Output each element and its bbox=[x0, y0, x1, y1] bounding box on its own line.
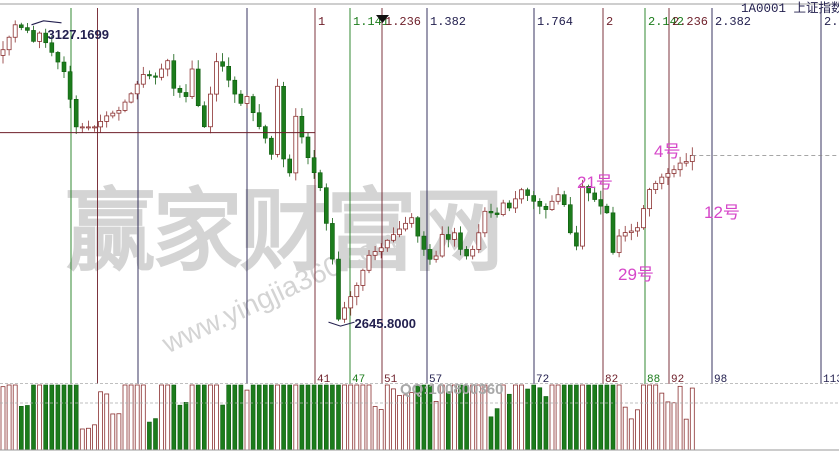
svg-text:113: 113 bbox=[823, 374, 839, 386]
svg-text:82: 82 bbox=[605, 374, 618, 386]
svg-text:2.236: 2.236 bbox=[672, 15, 708, 29]
svg-text:1.382: 1.382 bbox=[430, 15, 466, 29]
svg-text:2.7: 2.7 bbox=[824, 15, 839, 29]
svg-text:51: 51 bbox=[384, 374, 398, 386]
svg-text:21号: 21号 bbox=[577, 173, 613, 192]
svg-text:2.382: 2.382 bbox=[715, 15, 751, 29]
svg-text:98: 98 bbox=[714, 374, 727, 386]
svg-text:12号: 12号 bbox=[704, 203, 740, 222]
svg-text:1.764: 1.764 bbox=[537, 15, 573, 29]
svg-text:47: 47 bbox=[352, 374, 365, 386]
svg-text:1.236: 1.236 bbox=[385, 15, 421, 29]
svg-text:92: 92 bbox=[671, 374, 684, 386]
svg-text:41: 41 bbox=[317, 374, 331, 386]
svg-text:2645.8000: 2645.8000 bbox=[355, 316, 416, 331]
svg-text:1: 1 bbox=[318, 15, 325, 29]
svg-text:72: 72 bbox=[536, 374, 549, 386]
svg-text:29号: 29号 bbox=[618, 265, 654, 284]
svg-text:赢家财富网: 赢家财富网 bbox=[66, 182, 501, 282]
svg-text:3127.1699: 3127.1699 bbox=[48, 27, 109, 42]
svg-text:1A0001 上证指数: 1A0001 上证指数 bbox=[741, 0, 839, 16]
svg-text:88: 88 bbox=[647, 374, 660, 386]
svg-text:4号: 4号 bbox=[654, 142, 680, 161]
svg-text:2: 2 bbox=[606, 15, 613, 29]
svg-text:QQ:100800360: QQ:100800360 bbox=[400, 381, 503, 398]
